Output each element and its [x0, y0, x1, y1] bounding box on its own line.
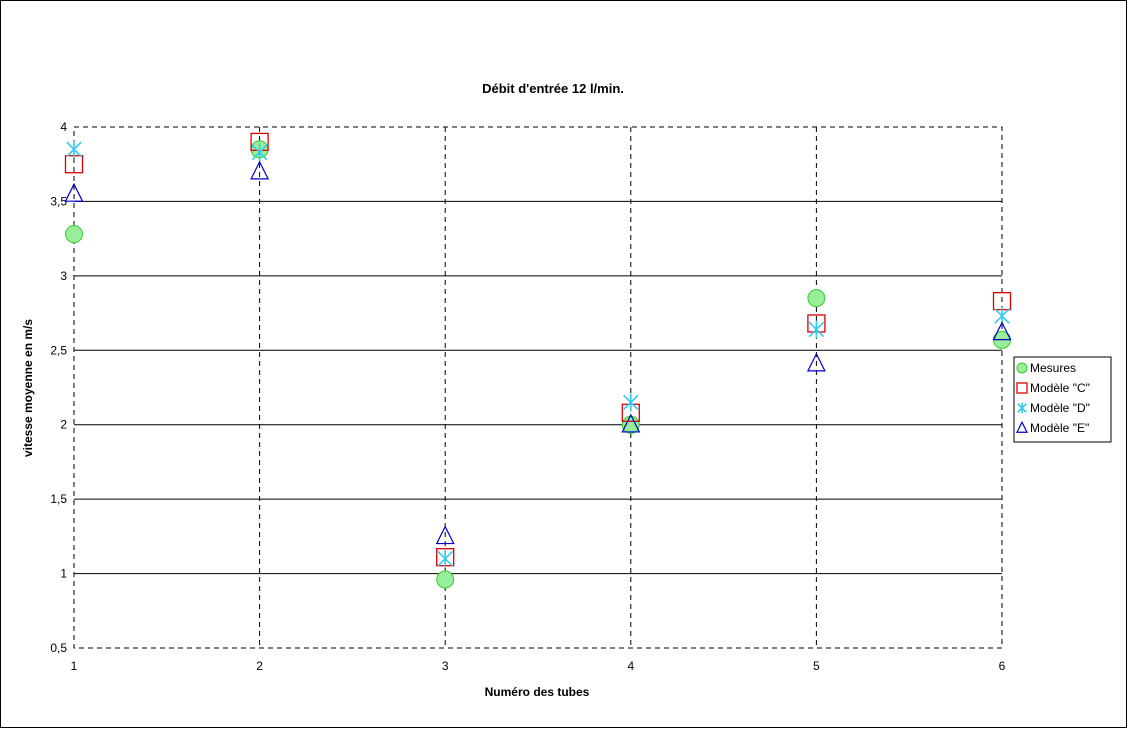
- legend-marker: [1016, 362, 1028, 374]
- modele-e-point: [435, 525, 455, 545]
- mesures-point: [807, 289, 826, 308]
- modele-e-point: [250, 160, 270, 180]
- legend-label: Modèle "C": [1030, 381, 1090, 395]
- mesures-point: [436, 570, 455, 589]
- mesures-point: [621, 415, 640, 434]
- x-tick-label: 6: [999, 659, 1006, 673]
- y-tick-label: 2,5: [50, 343, 67, 357]
- legend-label: Modèle "D": [1030, 401, 1090, 415]
- y-tick-label: 1,5: [50, 492, 67, 506]
- legend-label: Mesures: [1030, 361, 1076, 375]
- y-axis-title: vitesse moyenne en m/s: [21, 319, 35, 457]
- data-points: [64, 132, 1012, 589]
- grid: [74, 127, 1002, 648]
- legend-marker: [1016, 420, 1028, 433]
- x-axis-title: Numéro des tubes: [485, 685, 590, 699]
- y-axis-ticks: 0,5 1 1,5 2 2,5 3 3,5 4: [50, 120, 67, 655]
- x-tick-label: 5: [813, 659, 820, 673]
- plot-area-border: [73, 126, 1003, 649]
- legend-box: [1013, 356, 1112, 443]
- y-tick-label: 4: [60, 120, 67, 134]
- y-tick-label: 2: [60, 418, 67, 432]
- x-tick-label: 2: [256, 659, 263, 673]
- mesures-point: [65, 225, 83, 244]
- legend: Mesures Modèle "C" Modèle "D" Modèle "E": [1013, 356, 1112, 443]
- legend-marker: [1017, 402, 1027, 414]
- chart-title: Débit d'entrée 12 l/min.: [482, 81, 624, 96]
- y-tick-label: 1: [60, 567, 67, 581]
- modele-d-point: [623, 393, 639, 412]
- x-tick-label: 4: [627, 659, 634, 673]
- modele-d-point: [808, 320, 825, 339]
- modele-e-point: [64, 182, 84, 202]
- modele-d-point: [437, 549, 453, 568]
- legend-label: Modèle "E": [1030, 421, 1089, 435]
- y-tick-label: 3,5: [50, 194, 67, 208]
- x-tick-label: 1: [71, 659, 78, 673]
- x-axis-ticks: 1 2 3 4 5 6: [71, 659, 1006, 673]
- y-tick-label: 3: [60, 269, 67, 283]
- legend-marker: [1016, 382, 1028, 394]
- y-tick-label: 0,5: [50, 641, 67, 655]
- x-tick-label: 3: [442, 659, 449, 673]
- modele-e-point: [806, 352, 826, 372]
- modele-e-point: [621, 413, 641, 433]
- modele-e-point: [992, 321, 1012, 341]
- modele-d-point: [251, 143, 268, 162]
- modele-d-point: [66, 140, 82, 159]
